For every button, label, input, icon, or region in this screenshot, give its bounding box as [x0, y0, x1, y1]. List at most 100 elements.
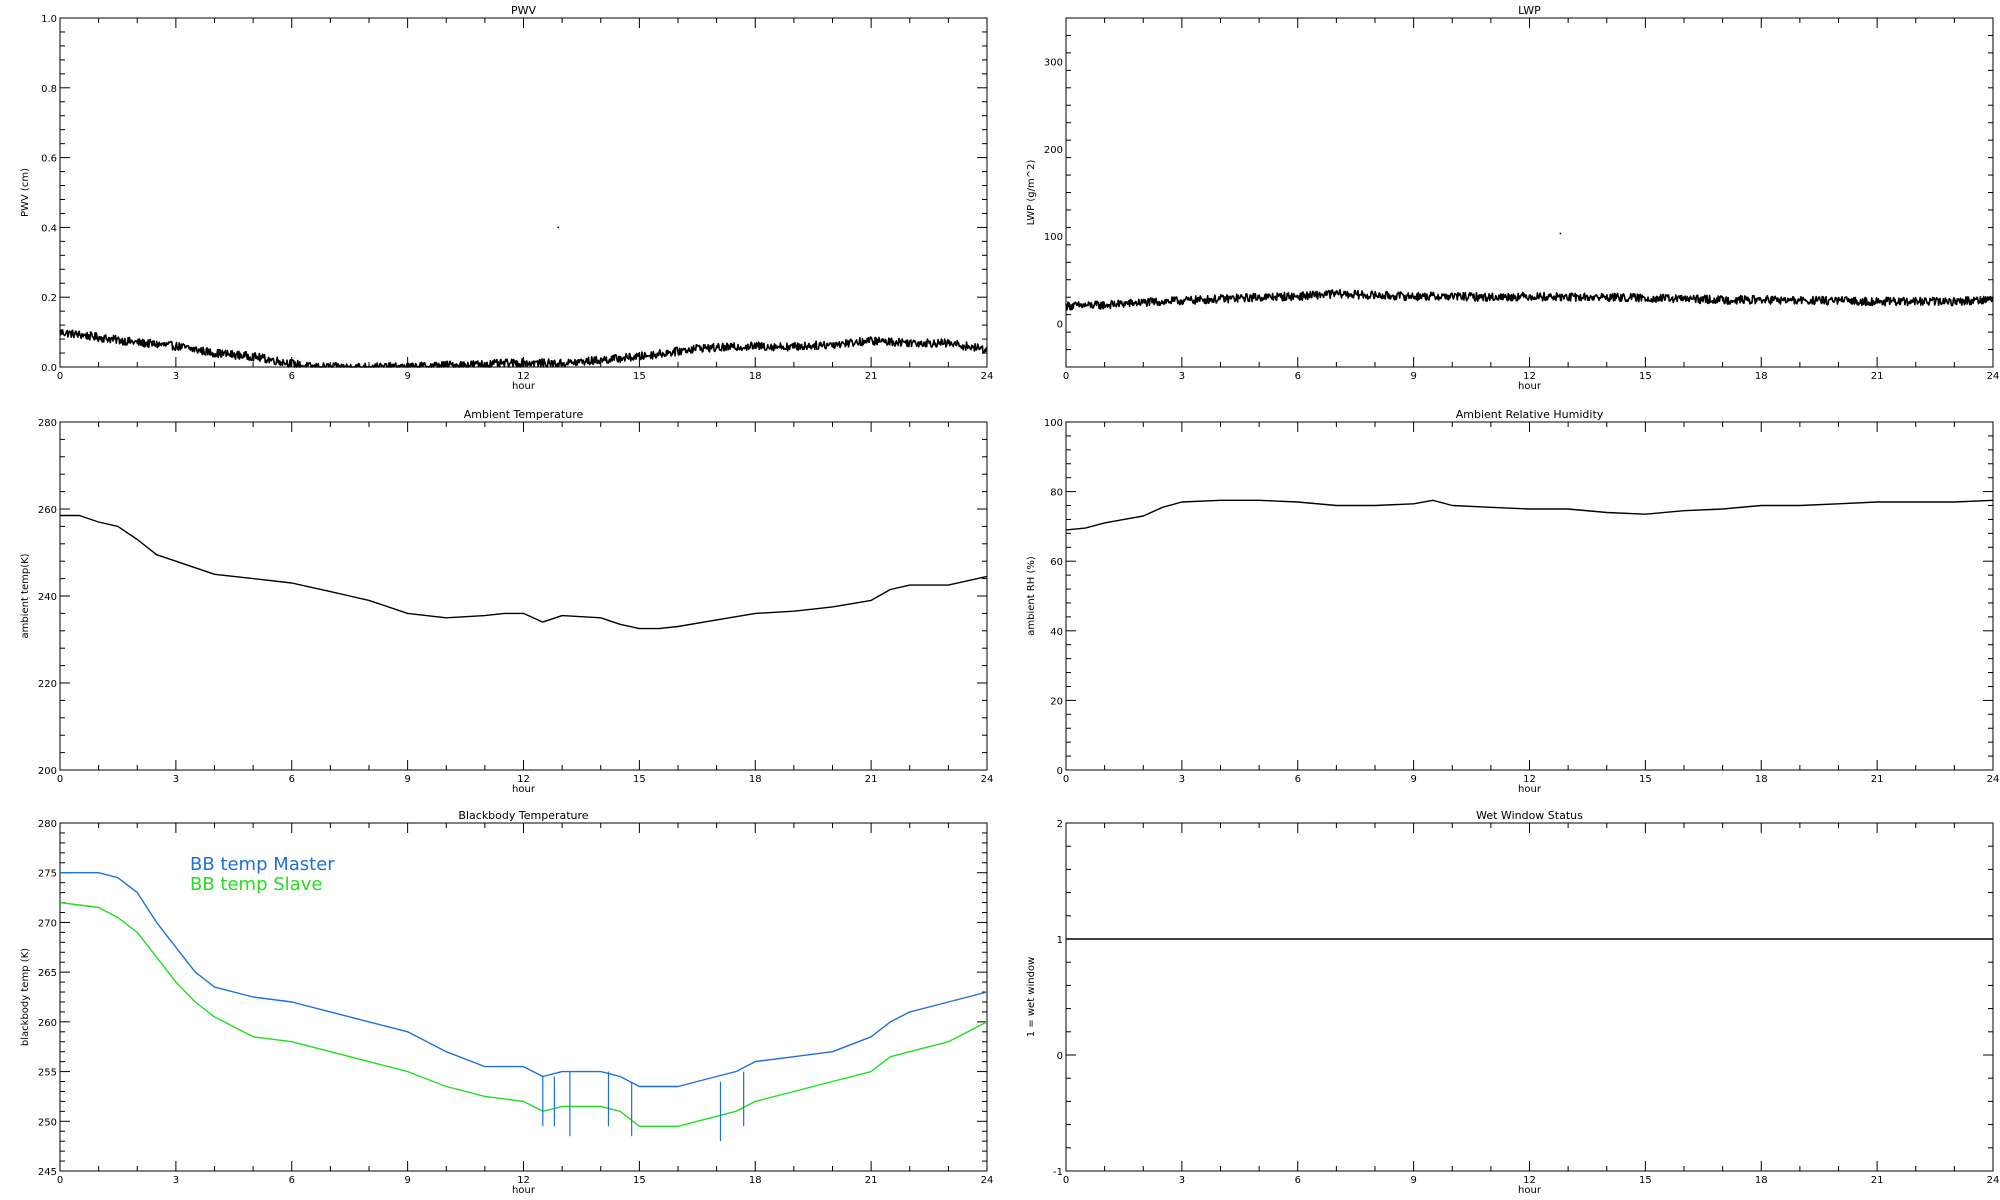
panel-3-xtick-label: 12: [517, 774, 530, 785]
panel-4-ytick-label: 0: [1057, 766, 1063, 777]
panel-3-ytick-label: 200: [38, 766, 57, 777]
panel-2-ytick-label: 100: [1044, 232, 1063, 243]
panel-1-ytick-label: 0.8: [41, 84, 57, 95]
panel-6-xtick-label: 15: [1639, 1175, 1652, 1186]
panel-6-xtick-label: 24: [1987, 1175, 2000, 1186]
panel-6-xtick-label: 3: [1179, 1175, 1185, 1186]
panel-3-ytick-label: 260: [38, 505, 57, 516]
panel-4-ytick-label: 40: [1050, 627, 1063, 638]
panel-1-title: PWV: [511, 4, 537, 17]
panel-5-xtick-label: 24: [981, 1175, 994, 1186]
panel-1-xtick-label: 0: [57, 371, 63, 382]
panel-4-xtick-label: 6: [1295, 774, 1301, 785]
panel-1-xtick-label: 6: [289, 371, 295, 382]
panel-5-ytick-label: 260: [38, 1018, 57, 1029]
panel-2-xlabel: hour: [1518, 381, 1542, 392]
panel-2: LWP 0 3 6 9 12 15 18 21 24 hour 0 100 200 300 LWP (g/m^…: [1026, 4, 1999, 392]
panel-4: Ambient Relative Humidity 0 3 6 9 12 15 18 21 24 h…: [1026, 408, 1999, 795]
panel-3-xtick-label: 18: [749, 774, 762, 785]
panel-4-xtick-label: 15: [1639, 774, 1652, 785]
panel-1-xtick-label: 12: [517, 371, 530, 382]
panel-4-frame: [1065, 421, 1994, 771]
panel-5-title: Blackbody Temperature: [458, 809, 588, 822]
panel-5-ytick-label: 280: [38, 819, 57, 830]
panel-1-xtick-label: 24: [981, 371, 994, 382]
panel-2-series-1-line: [1065, 288, 1994, 311]
panel-5-legend-entry: BB temp Master: [190, 854, 335, 875]
panel-6-ytick-label: 1: [1057, 935, 1063, 946]
panel-5-xtick-label: 0: [57, 1175, 63, 1186]
panel-5-bb-temp-master-line: [60, 872, 988, 1088]
panel-3-frame: [59, 421, 988, 771]
panel-4-xtick-label: 3: [1179, 774, 1185, 785]
panel-2-xtick-label: 9: [1410, 371, 1416, 382]
panel-1-xtick-label: 3: [173, 371, 179, 382]
panel-3-xtick-label: 24: [981, 774, 994, 785]
panel-1-series-1-line: [59, 329, 988, 368]
panel-1-ylabel: PWV (cm): [20, 168, 31, 217]
panel-4-xtick-label: 21: [1871, 774, 1884, 785]
panel-6-title: Wet Window Status: [1476, 809, 1583, 822]
panel-2-ytick-label: 0: [1057, 319, 1063, 330]
panel-5-ytick-label: 265: [38, 968, 57, 979]
panel-5: Blackbody Temperature 0 3 6 9 12 15 18 21 24 hour 2…: [20, 809, 993, 1196]
panel-4-xtick-label: 9: [1410, 774, 1416, 785]
panel-5-ytick-label: 255: [38, 1068, 57, 1079]
panel-3-xtick-label: 15: [633, 774, 646, 785]
panel-2-xtick-label: 6: [1295, 371, 1301, 382]
panel-4-xlabel: hour: [1518, 784, 1542, 795]
panel-6-ytick-label: 2: [1057, 819, 1063, 830]
panel-1-xtick-label: 9: [404, 371, 410, 382]
panel-2-ytick-label: 200: [1044, 145, 1063, 156]
panel-3-ytick-label: 280: [38, 418, 57, 429]
panel-2-title: LWP: [1518, 4, 1541, 17]
panel-6-ytick-label: 0: [1057, 1051, 1063, 1062]
panel-6-ytick-label: -1: [1053, 1167, 1063, 1178]
panel-1-ytick-label: 0.4: [41, 223, 57, 234]
panel-6-xtick-label: 18: [1755, 1175, 1768, 1186]
panel-6-xtick-label: 0: [1063, 1175, 1069, 1186]
panel-4-xtick-label: 12: [1523, 774, 1536, 785]
panel-6-xtick-label: 9: [1410, 1175, 1416, 1186]
panel-1-xtick-label: 15: [633, 371, 646, 382]
panel-2-ylabel: LWP (g/m^2): [1026, 160, 1037, 226]
panel-3-xlabel: hour: [512, 784, 536, 795]
panel-4-title: Ambient Relative Humidity: [1456, 408, 1604, 421]
panel-5-xtick-label: 12: [517, 1175, 530, 1186]
panel-3-xtick-label: 21: [865, 774, 878, 785]
panel-4-ylabel: ambient RH (%): [1026, 556, 1037, 636]
panel-3-xtick-label: 6: [289, 774, 295, 785]
panel-6-xtick-label: 6: [1295, 1175, 1301, 1186]
panel-5-ytick-label: 245: [38, 1167, 57, 1178]
panel-1-ytick-label: 0.6: [41, 154, 57, 165]
panel-4-ytick-label: 60: [1050, 557, 1063, 568]
panel-4-series-1-line: [1065, 499, 1994, 531]
panel-3-xtick-label: 9: [404, 774, 410, 785]
panel-2-frame: [1065, 17, 1994, 368]
panel-2-xtick-label: 15: [1639, 371, 1652, 382]
panel-2-xtick-label: 3: [1179, 371, 1185, 382]
panel-4-ytick-label: 80: [1050, 488, 1063, 499]
panel-1-frame: [59, 17, 988, 368]
panel-5-ytick-label: 270: [38, 918, 57, 929]
panel-3-xtick-label: 0: [57, 774, 63, 785]
panel-5-xtick-label: 18: [749, 1175, 762, 1186]
panel-6-ylabel: 1 = wet window: [1026, 957, 1037, 1037]
panel-6-xtick-label: 12: [1523, 1175, 1536, 1186]
panel-5-ytick-label: 250: [38, 1117, 57, 1128]
panel-2-xtick-label: 0: [1063, 371, 1069, 382]
panel-3-xtick-label: 3: [173, 774, 179, 785]
panel-3-title: Ambient Temperature: [464, 408, 584, 421]
panel-1-ytick-label: 0.2: [41, 293, 57, 304]
panel-1-xlabel: hour: [512, 381, 536, 392]
panel-6-xtick-label: 21: [1871, 1175, 1884, 1186]
panel-5-xlabel: hour: [512, 1185, 536, 1196]
panel-3-ylabel: ambient temp(K): [20, 553, 31, 638]
panel-5-xtick-label: 6: [289, 1175, 295, 1186]
panel-5-legend-entry: BB temp Slave: [190, 874, 322, 895]
panel-1-ytick-label: 1.0: [41, 14, 57, 25]
panel-2-ytick-label: 300: [1044, 58, 1063, 69]
panel-3-ytick-label: 240: [38, 592, 57, 603]
panel-5-xtick-label: 3: [173, 1175, 179, 1186]
panel-5-xtick-label: 21: [865, 1175, 878, 1186]
